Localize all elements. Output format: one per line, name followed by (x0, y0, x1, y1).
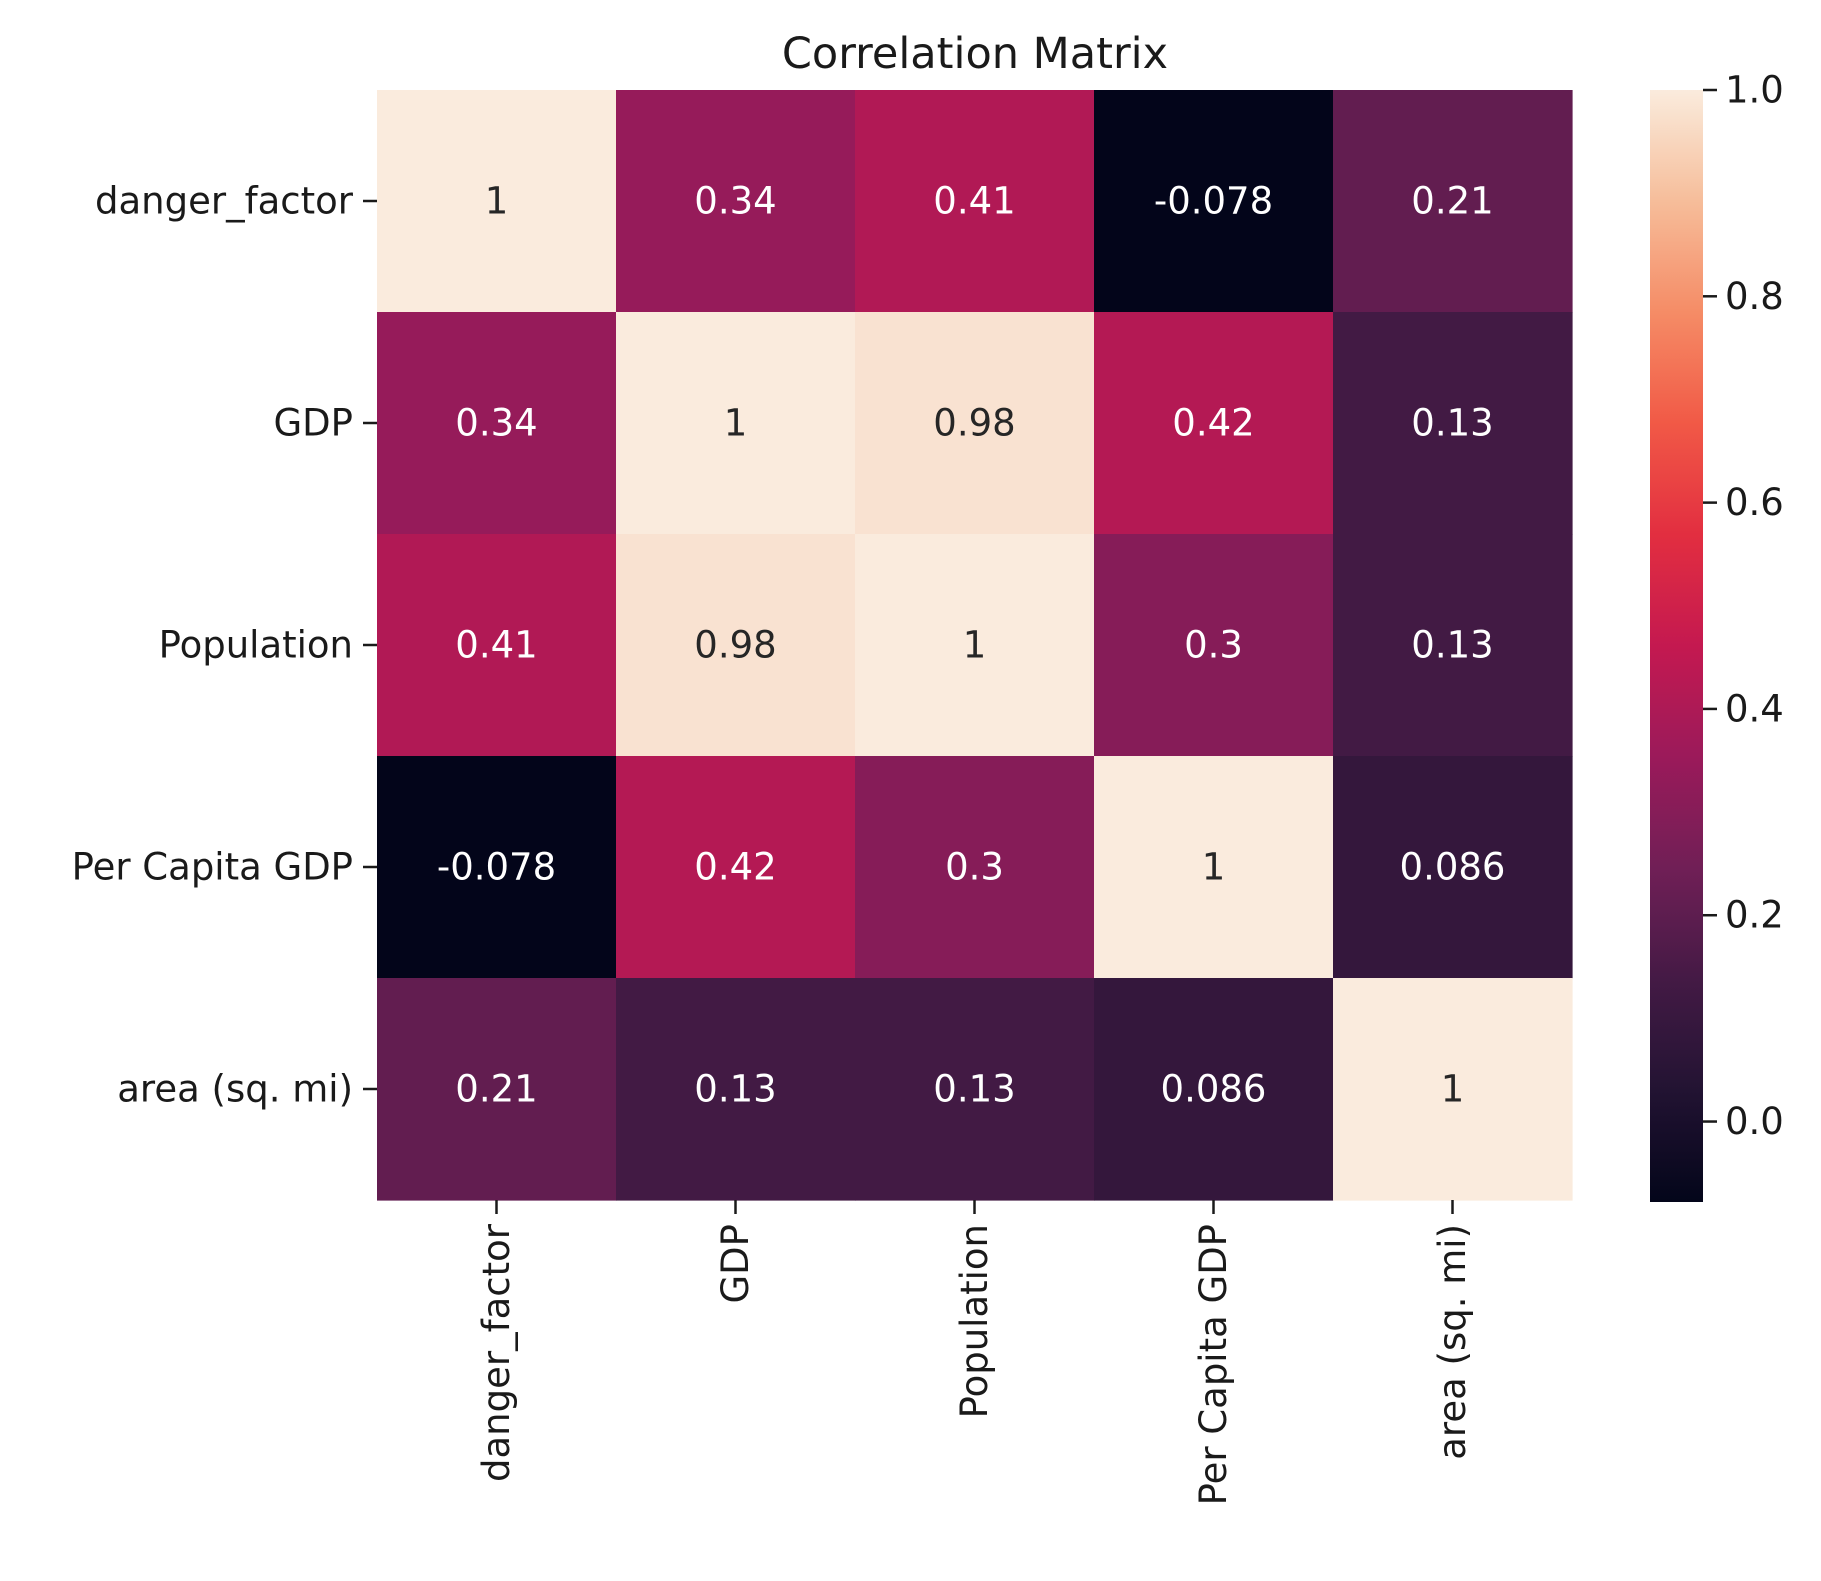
heatmap-cell (377, 312, 617, 535)
cell-annotation: 0.13 (694, 1068, 776, 1111)
heatmap-cell (1094, 978, 1334, 1201)
cell-annotation: 0.41 (933, 180, 1015, 223)
cell-annotation: 0.21 (455, 1068, 537, 1111)
cell-annotation: 0.13 (1411, 624, 1493, 667)
y-axis: danger_factor GDP Population Per Capita GDP… (72, 180, 377, 1111)
heatmap-cell (616, 756, 856, 979)
heatmap-cell (377, 978, 617, 1201)
x-tick-label: Per Capita GDP (1192, 1224, 1235, 1505)
cell-annotation: 0.34 (455, 402, 537, 445)
cell-annotation: 0.42 (1172, 402, 1254, 445)
x-tick-label: area (sq. mi) (1431, 1224, 1474, 1460)
chart-title: Correlation Matrix (782, 29, 1168, 79)
heatmap-cell (855, 534, 1095, 757)
heatmap-cell (1094, 90, 1334, 313)
cell-annotation: 0.13 (1411, 402, 1493, 445)
colorbar-tick-label: 0.6 (1725, 481, 1784, 524)
x-tick-label: Population (953, 1224, 996, 1418)
heatmap-cell (1094, 534, 1334, 757)
heatmap-cell (616, 978, 856, 1201)
heatmap-cell (1333, 534, 1573, 757)
colorbar-tick-label: 1.0 (1725, 69, 1784, 112)
cell-annotation: 0.41 (455, 624, 537, 667)
heatmap-cell (377, 90, 617, 313)
heatmap-cells (377, 90, 1573, 1201)
cell-annotation: 0.086 (1400, 846, 1506, 889)
cell-annotation: -0.078 (437, 846, 556, 889)
x-axis: danger_factor GDP Population Per Capita GDP… (475, 1200, 1474, 1505)
y-tick-label: GDP (274, 402, 353, 445)
colorbar: 0.0 0.2 0.4 0.6 0.8 1.0 (1650, 69, 1784, 1202)
cell-annotation: 0.98 (694, 624, 776, 667)
colorbar-tick-label: 0.0 (1725, 1100, 1784, 1143)
heatmap-cell (377, 756, 617, 979)
heatmap-cell (1094, 756, 1334, 979)
heatmap-cell (855, 312, 1095, 535)
heatmap-cell (1333, 312, 1573, 535)
heatmap-cell (377, 534, 617, 757)
cell-annotation: 1 (963, 624, 987, 667)
cell-annotation: -0.078 (1154, 180, 1273, 223)
cell-annotation: 0.3 (945, 846, 1004, 889)
heatmap-cell (855, 90, 1095, 313)
cell-annotation: 0.3 (1184, 624, 1243, 667)
heatmap-cell (855, 756, 1095, 979)
x-tick-label: GDP (714, 1224, 757, 1303)
y-tick-label: danger_factor (95, 180, 354, 223)
colorbar-tick-label: 0.4 (1725, 687, 1784, 730)
cell-annotation: 0.21 (1411, 180, 1493, 223)
y-tick-label: Per Capita GDP (72, 846, 353, 889)
colorbar-gradient (1650, 90, 1703, 1202)
cell-annotation: 0.34 (694, 180, 776, 223)
heatmap-cell (855, 978, 1095, 1201)
y-tick-label: area (sq. mi) (117, 1068, 353, 1111)
x-tick-label: danger_factor (475, 1223, 518, 1482)
heatmap-cell (1094, 312, 1334, 535)
cell-annotation: 0.086 (1161, 1068, 1267, 1111)
cell-annotation: 0.42 (694, 846, 776, 889)
heatmap-cell (1333, 756, 1573, 979)
heatmap-cell (616, 90, 856, 313)
cell-annotation: 1 (724, 402, 748, 445)
cell-annotation: 0.98 (933, 402, 1015, 445)
heatmap-cell (616, 312, 856, 535)
cell-annotation: 0.13 (933, 1068, 1015, 1111)
cell-annotation: 1 (1202, 846, 1226, 889)
colorbar-tick-label: 0.2 (1725, 894, 1784, 937)
y-tick-label: Population (159, 624, 353, 667)
heatmap-annotations: 1 0.34 0.41 -0.078 0.21 0.34 1 0.98 0.42 0.13 0.41… (437, 180, 1506, 1111)
heatmap-cell (1333, 978, 1573, 1201)
heatmap-cell (616, 534, 856, 757)
heatmap-cell (1333, 90, 1573, 313)
cell-annotation: 1 (485, 180, 509, 223)
colorbar-tick-label: 0.8 (1725, 275, 1784, 318)
cell-annotation: 1 (1441, 1068, 1465, 1111)
